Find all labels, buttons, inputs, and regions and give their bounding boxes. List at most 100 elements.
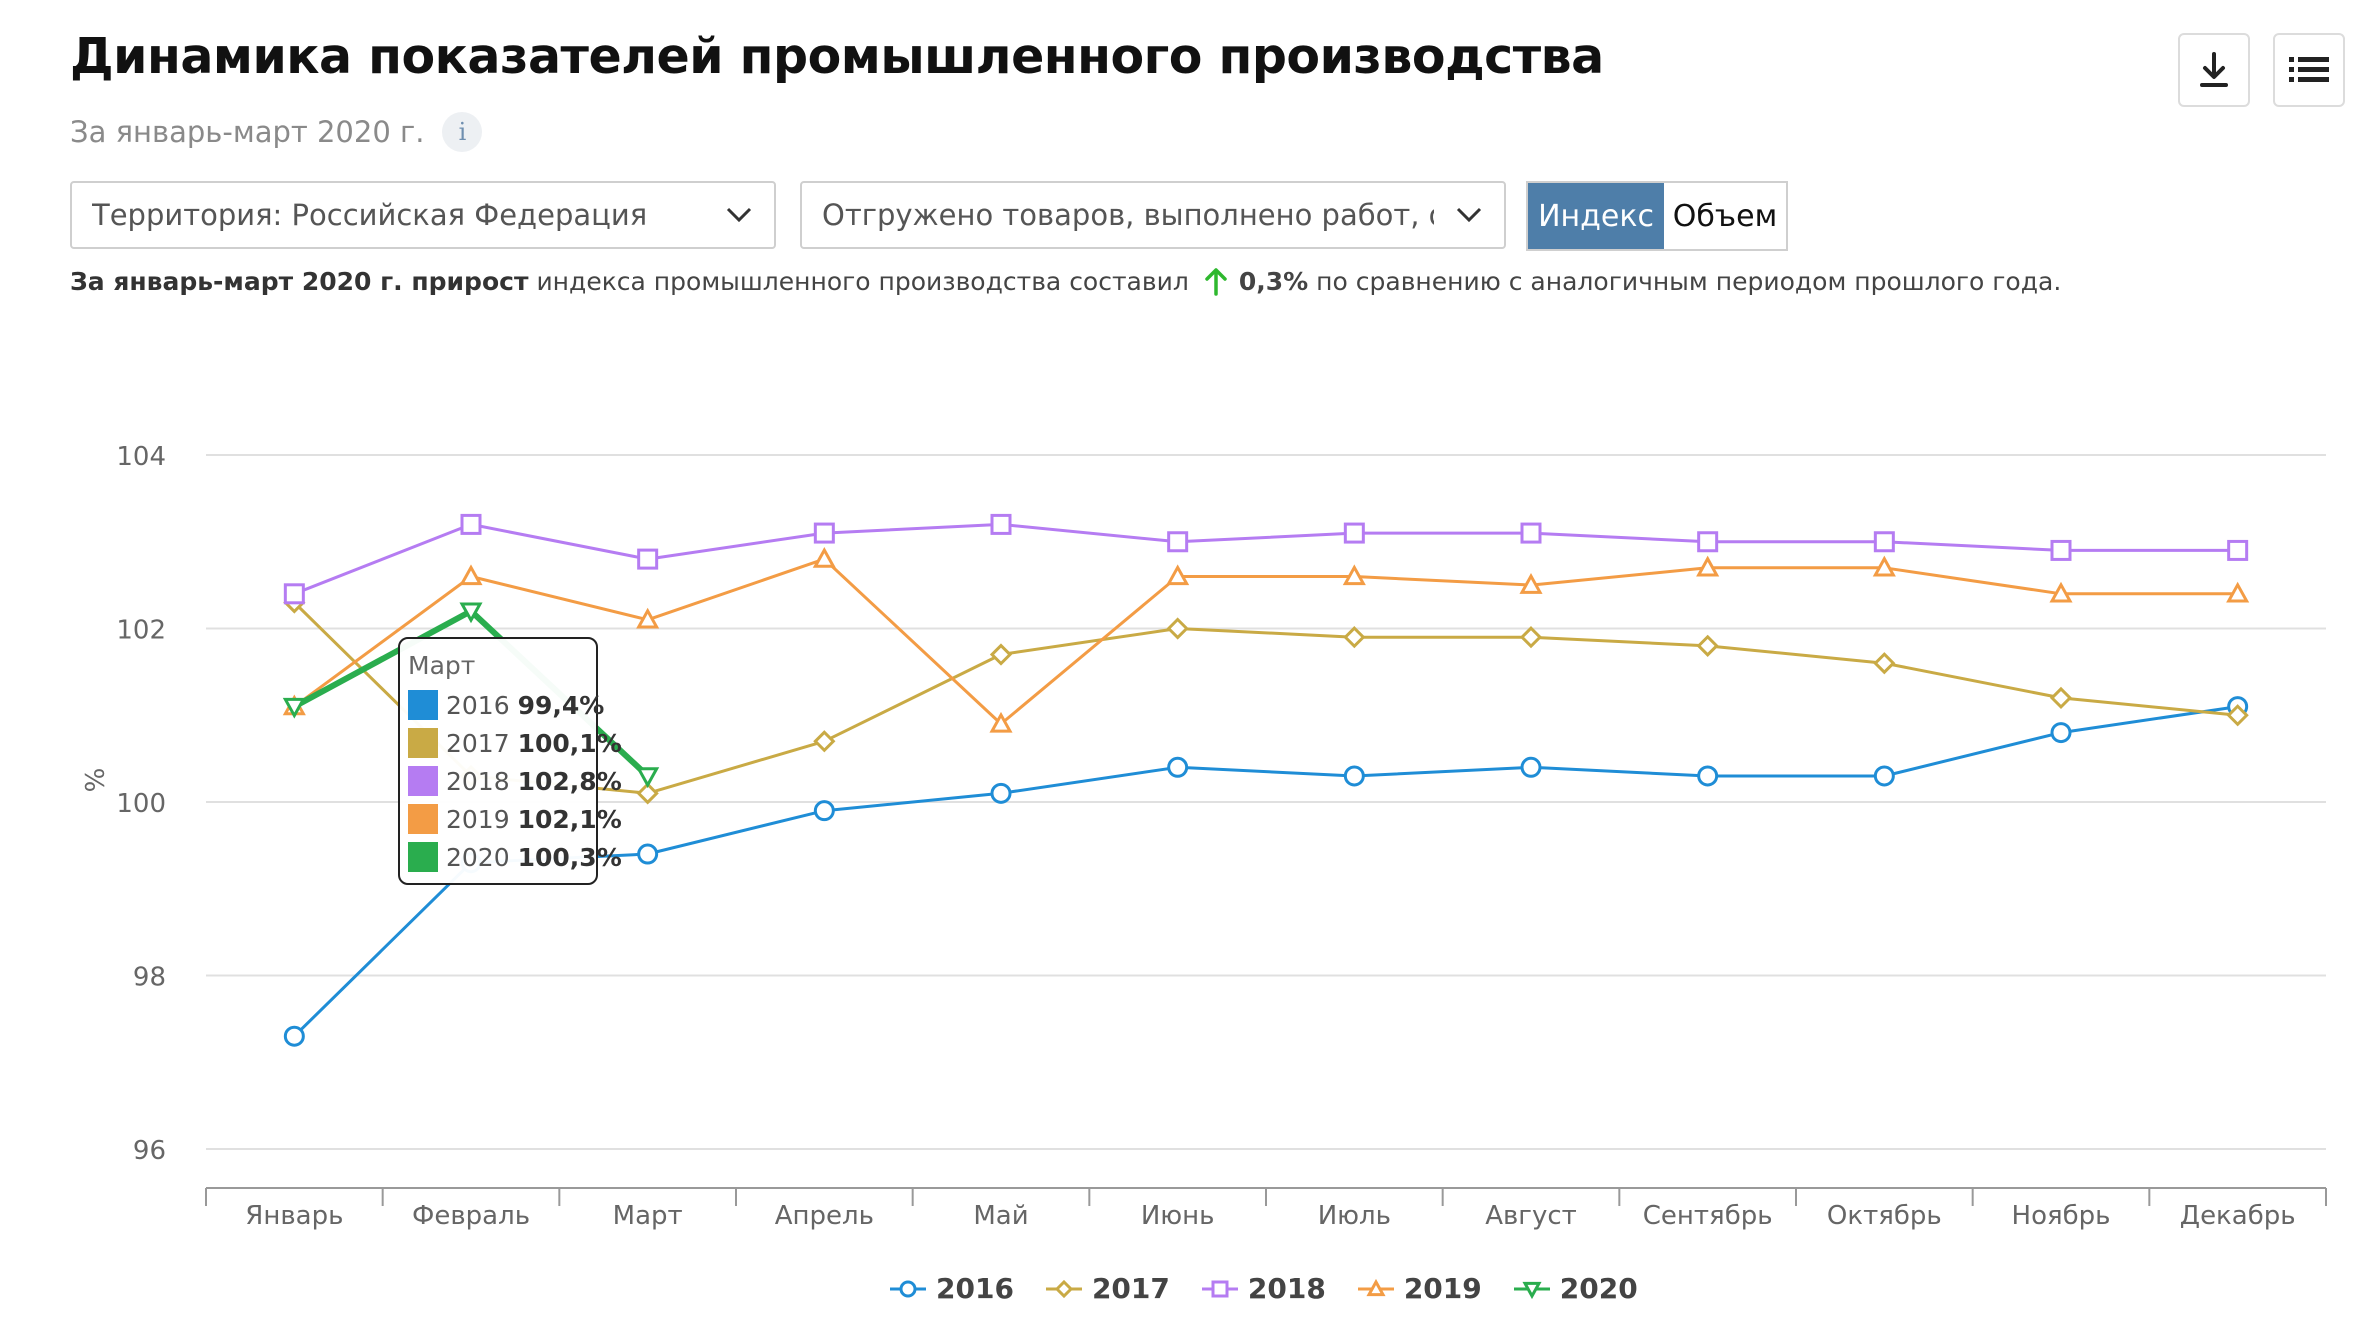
- legend-symbol: [1201, 1280, 1238, 1297]
- series-line-2019: [293, 557, 2238, 726]
- page-title: Динамика показателей промышленного произ…: [70, 28, 1604, 85]
- data-point: [2049, 686, 2073, 710]
- x-tick-label: Август: [1485, 1201, 1577, 1231]
- legend-item-2020[interactable]: 2020: [1512, 1272, 1638, 1305]
- tooltip-swatch: [408, 842, 438, 872]
- tooltip-value: 102,1%: [517, 804, 622, 834]
- list-menu-icon: [2289, 57, 2329, 82]
- tooltip-year: 2019: [446, 804, 510, 834]
- data-point: [2227, 539, 2249, 561]
- summary-value: 0,3%: [1238, 266, 1309, 296]
- summary-tail: по сравнению с аналогичным периодом прош…: [1316, 266, 2062, 296]
- series-line-2016: [293, 705, 2238, 1038]
- download-button[interactable]: [2178, 33, 2250, 107]
- data-point: [2050, 539, 2072, 561]
- data-point: [460, 513, 482, 535]
- tooltip-swatch: [408, 766, 438, 796]
- data-point: [1696, 555, 1720, 577]
- legend-label: 2018: [1247, 1272, 1326, 1305]
- page-subtitle: За январь-март 2020 г. i: [70, 112, 483, 152]
- tooltip-row: 2016 99,4%: [408, 686, 604, 724]
- series-line-2017: [293, 601, 2238, 795]
- legend-item-2016[interactable]: 2016: [888, 1272, 1014, 1305]
- legend-item-2018[interactable]: 2018: [1200, 1272, 1326, 1305]
- data-point: [812, 547, 836, 568]
- series-line-2018: [293, 522, 2238, 596]
- data-point: [1211, 1280, 1229, 1297]
- y-axis-label: %: [81, 768, 111, 793]
- chart-tooltip: Март 2016 99,4% 2017 100,1% 2018 102,8% 2019 10…: [398, 637, 622, 885]
- data-point: [990, 513, 1012, 535]
- tooltip-row: 2019 102,1%: [408, 800, 622, 838]
- x-tick-label: Май: [973, 1201, 1028, 1231]
- data-point: [1520, 756, 1542, 778]
- summary-text: За январь-март 2020 г. прирост индекса п…: [70, 266, 2061, 296]
- y-tick-label: 100: [116, 789, 166, 819]
- tooltip-title: Март: [408, 651, 476, 680]
- chevron-down-icon: [1434, 206, 1504, 224]
- tooltip-swatch: [408, 690, 438, 720]
- data-point: [989, 711, 1013, 733]
- data-point: [283, 583, 305, 605]
- legend-label: 2017: [1091, 1272, 1170, 1305]
- data-point: [1519, 626, 1543, 649]
- tooltip-year: 2016: [446, 690, 510, 720]
- indicator-select[interactable]: Отгружено товаров, выполнено работ, оказ: [800, 181, 1506, 249]
- info-icon[interactable]: i: [442, 112, 483, 152]
- x-tick-label: Июнь: [1141, 1201, 1215, 1231]
- period-label: За январь-март 2020 г.: [70, 115, 425, 149]
- data-point: [459, 564, 483, 586]
- x-tick-label: Октябрь: [1827, 1201, 1942, 1231]
- index-toggle-button[interactable]: Индекс: [1528, 183, 1664, 249]
- tooltip-swatch: [408, 804, 438, 834]
- data-point: [1166, 564, 1190, 586]
- data-point: [459, 602, 483, 624]
- data-point: [637, 548, 659, 570]
- data-point: [813, 730, 836, 753]
- x-tick-label: Сентябрь: [1643, 1201, 1773, 1231]
- data-point: [637, 843, 659, 865]
- legend-label: 2020: [1559, 1272, 1638, 1305]
- summary-middle: индекса промышленного производства соста…: [536, 266, 1189, 296]
- x-tick-label: Январь: [245, 1201, 343, 1231]
- data-point: [636, 767, 660, 789]
- data-point: [989, 643, 1013, 666]
- tooltip-year: 2017: [446, 728, 510, 758]
- data-point: [1520, 522, 1542, 544]
- data-point: [1366, 1278, 1386, 1296]
- data-point: [1343, 626, 1366, 649]
- data-point: [899, 1280, 917, 1297]
- arrow-up-icon: [1205, 268, 1227, 296]
- data-point: [1054, 1279, 1074, 1298]
- tooltip-value: 102,8%: [517, 766, 622, 796]
- territory-select[interactable]: Территория: Российская Федерация: [70, 181, 776, 249]
- legend-item-2017[interactable]: 2017: [1044, 1272, 1170, 1305]
- data-point: [813, 800, 835, 822]
- x-tick-label: Декабрь: [2180, 1201, 2296, 1231]
- data-point: [1872, 555, 1896, 577]
- data-point: [1696, 634, 1719, 657]
- data-point: [1697, 531, 1719, 553]
- territory-select-value: Территория: Российская Федерация: [92, 198, 648, 232]
- data-point: [1519, 573, 1543, 594]
- volume-toggle-button[interactable]: Объем: [1664, 183, 1786, 249]
- legend-item-2019[interactable]: 2019: [1356, 1272, 1482, 1305]
- legend-label: 2016: [936, 1272, 1014, 1305]
- tooltip-year: 2018: [446, 766, 510, 796]
- legend-symbol: [1045, 1279, 1082, 1298]
- data-point: [1697, 765, 1719, 787]
- tooltip-swatch: [408, 728, 438, 758]
- data-point: [1873, 531, 1895, 553]
- download-icon: [2200, 52, 2228, 87]
- summary-lead: За январь-март 2020 г. прирост: [70, 266, 529, 296]
- chevron-down-icon: [704, 206, 774, 224]
- data-point: [1522, 1281, 1542, 1299]
- tooltip-value: 100,1%: [517, 728, 622, 758]
- tooltip-value: 100,3%: [517, 842, 622, 872]
- data-point: [1873, 652, 1896, 675]
- y-tick-label: 104: [116, 442, 166, 472]
- menu-button[interactable]: [2273, 33, 2345, 107]
- legend-symbol: [1513, 1281, 1550, 1299]
- tooltip-row: 2020 100,3%: [408, 838, 622, 876]
